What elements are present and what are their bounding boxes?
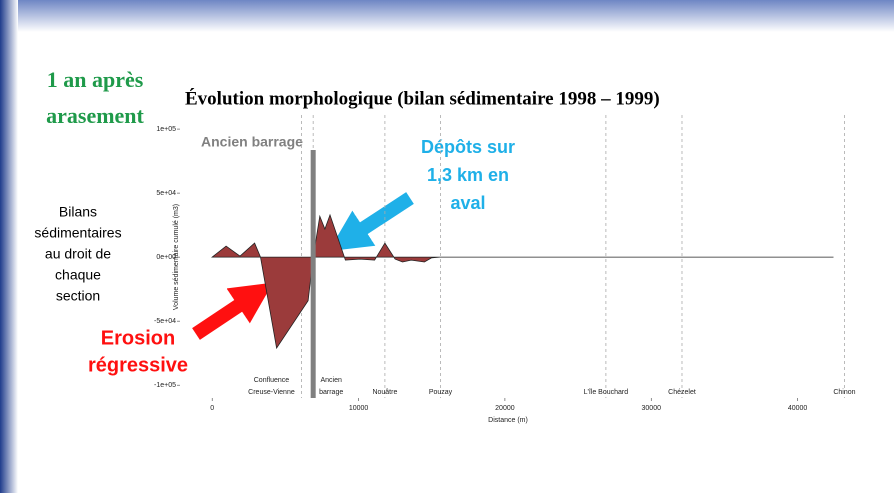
- deposit-arrow: [328, 192, 414, 252]
- left-band: [0, 0, 18, 493]
- y-tick-label: 0e+00: [156, 254, 176, 261]
- y-tick-label: -5e+04: [154, 318, 176, 325]
- erosion-arrow: [192, 282, 274, 340]
- deposit-note: aval: [450, 193, 485, 213]
- y-axis-label: Volume sédimentaire cumulé (m3): [173, 204, 180, 310]
- erosion-note: régressive: [88, 354, 188, 376]
- section-label: Pouzay: [429, 389, 453, 396]
- section-label: barrage: [319, 389, 343, 396]
- section-label: Creuse-Vienne: [248, 389, 295, 396]
- slide-heading: 1 an après: [47, 67, 144, 92]
- top-band: [0, 0, 894, 32]
- y-tick-label: 5e+04: [156, 190, 176, 197]
- side-note: section: [56, 288, 100, 304]
- x-tick-label: 0: [210, 405, 214, 412]
- deposit-note: Dépôts sur: [421, 137, 515, 157]
- chart-title: Évolution morphologique (bilan sédimenta…: [185, 87, 660, 109]
- slide-heading: arasement: [46, 103, 144, 128]
- deposit-note: 1,3 km en: [427, 165, 509, 185]
- dam-bar: [310, 150, 316, 398]
- y-tick-label: -1e+05: [154, 382, 176, 389]
- section-label: Ancien: [320, 377, 342, 384]
- side-note: chaque: [55, 267, 101, 283]
- area: [211, 213, 834, 350]
- x-axis-label: Distance (m): [488, 417, 528, 424]
- dam-label: Ancien barrage: [201, 134, 303, 150]
- x-tick-label: 10000: [349, 405, 369, 412]
- section-label: Nouâtre: [372, 389, 397, 396]
- section-label: Chinon: [833, 389, 855, 396]
- x-tick-label: 20000: [495, 405, 515, 412]
- section-label: L'île Bouchard: [584, 389, 629, 396]
- section-label: Confluence: [254, 377, 290, 384]
- section-label: Chézelet: [668, 389, 696, 396]
- y-tick-label: 1e+05: [156, 126, 176, 133]
- erosion-note: Erosion: [101, 327, 175, 349]
- side-note: au droit de: [45, 246, 111, 262]
- side-note: Bilans: [59, 204, 97, 220]
- side-note: sédimentaires: [34, 225, 121, 241]
- x-tick-label: 30000: [642, 405, 662, 412]
- x-tick-label: 40000: [788, 405, 808, 412]
